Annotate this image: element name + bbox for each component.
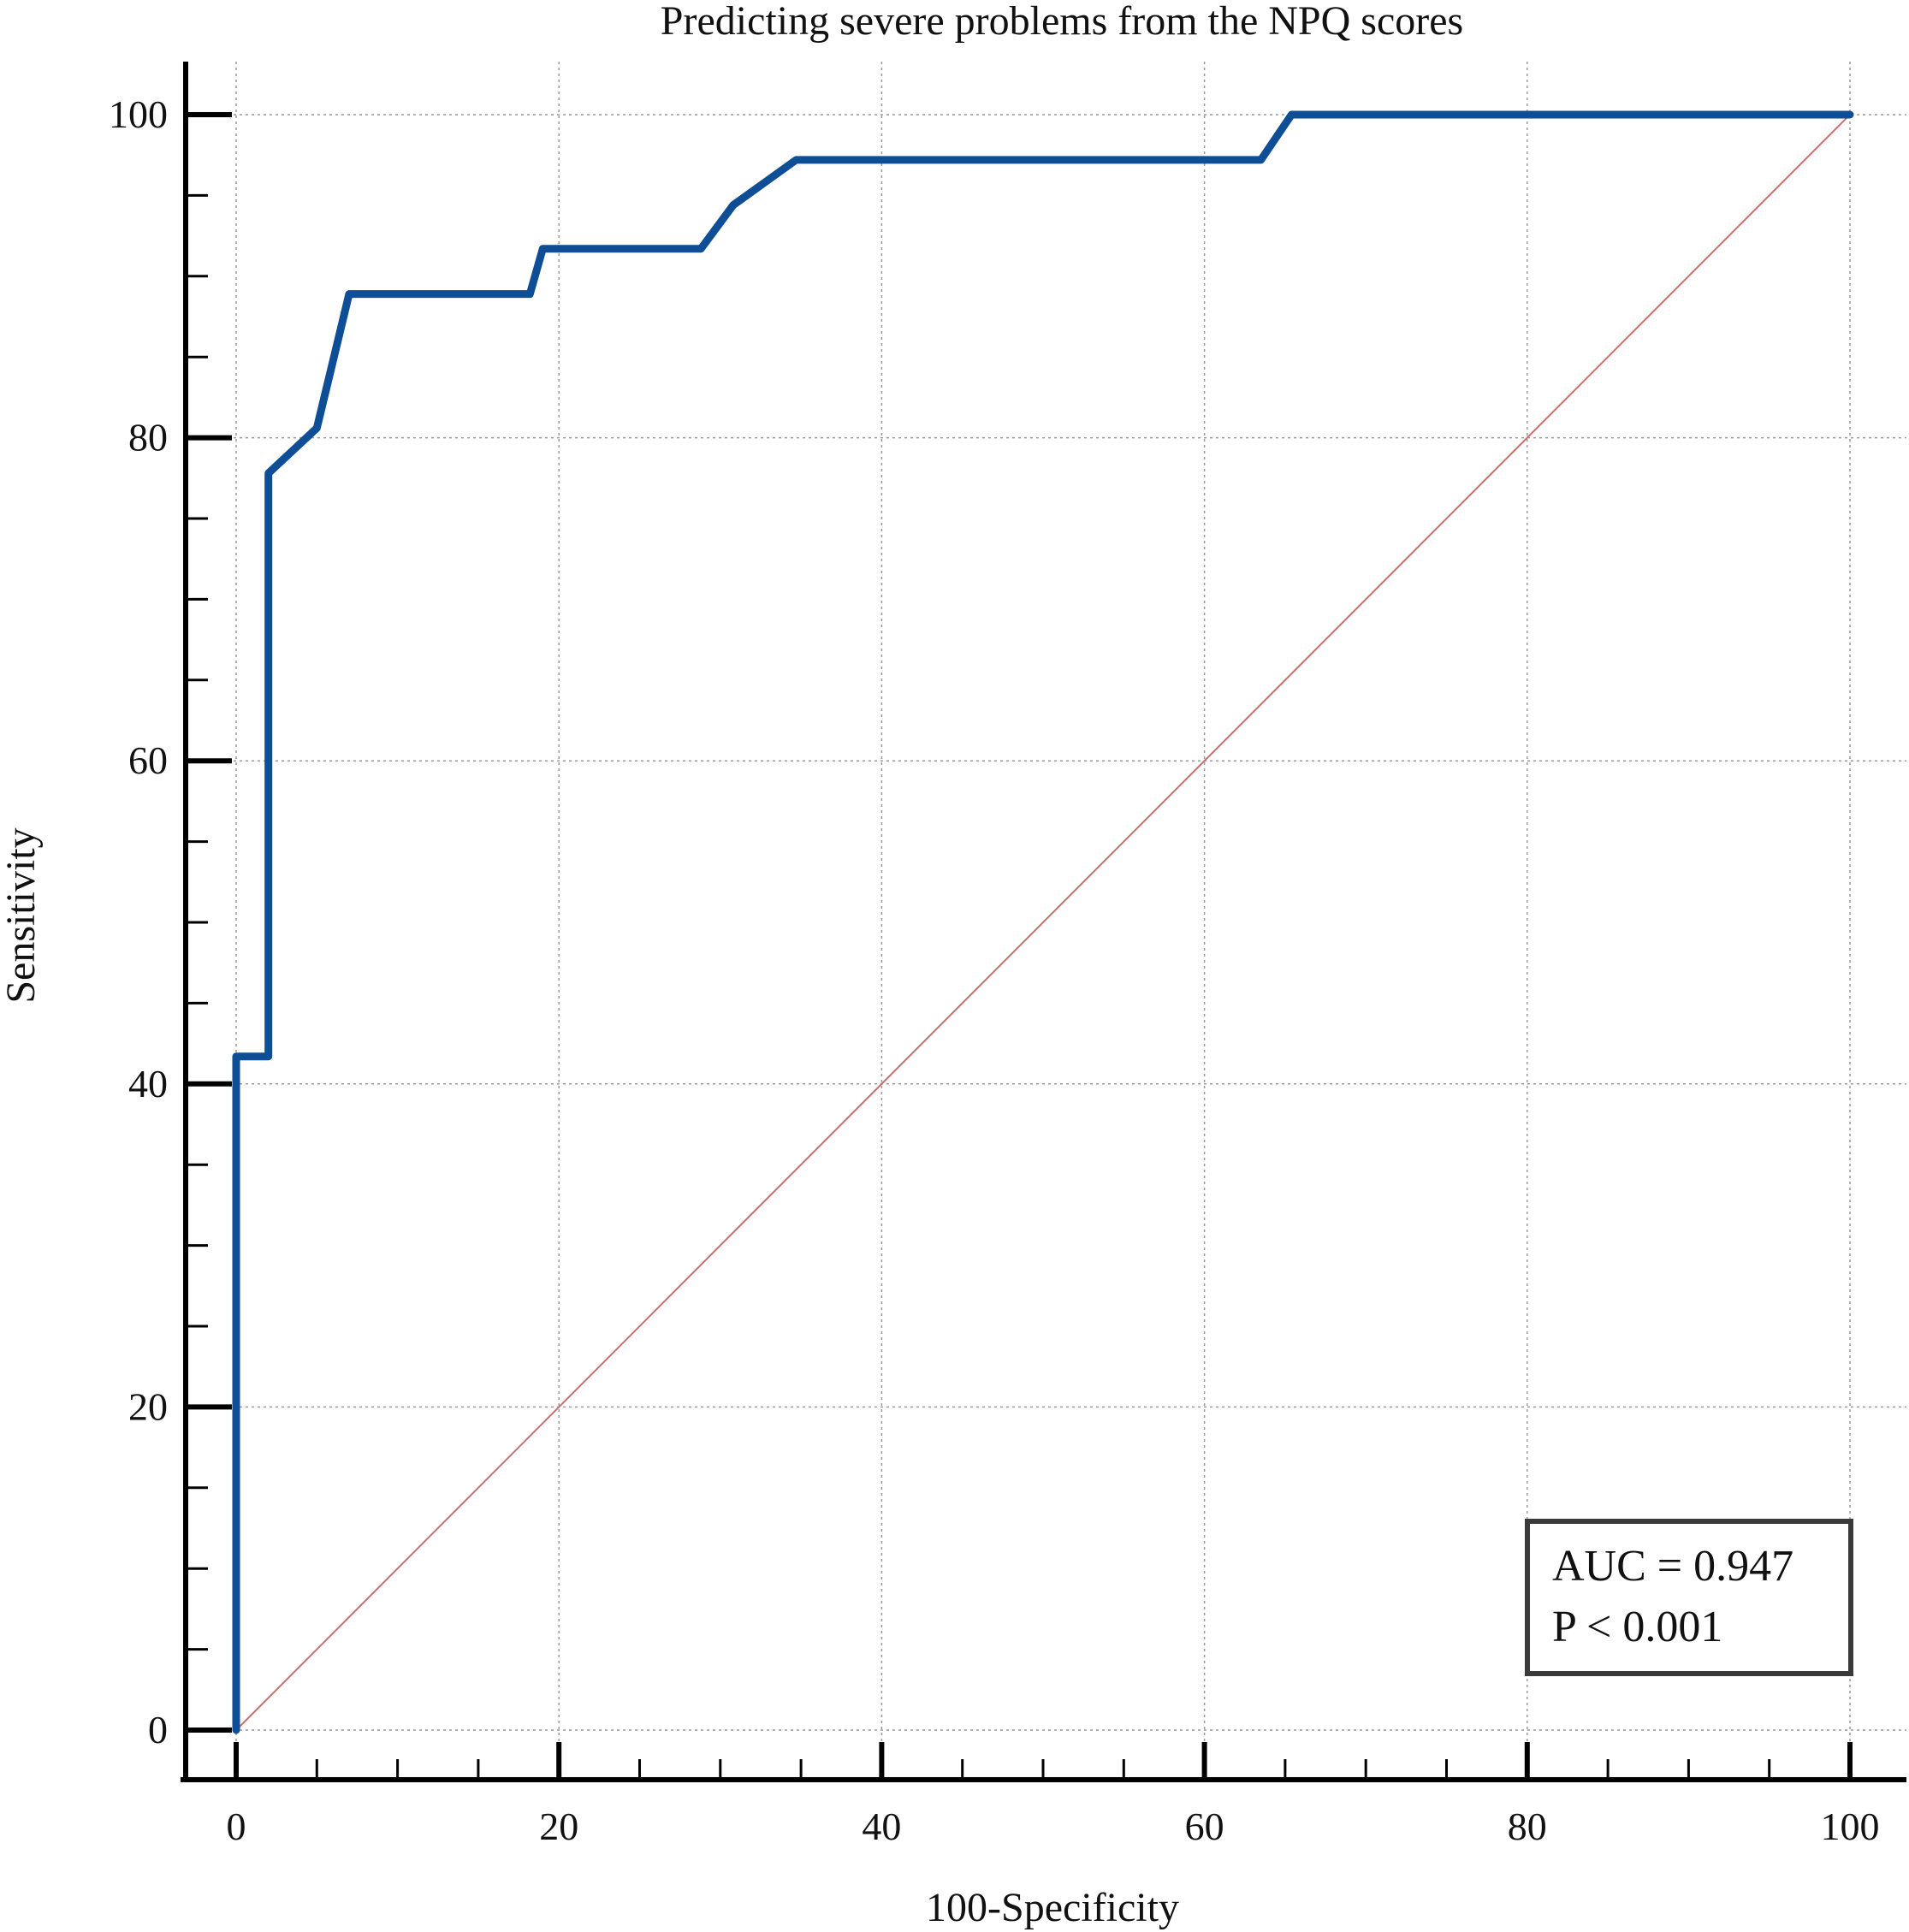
x-tick-label-20: 20 [539,1805,578,1848]
y-tick-label-20: 20 [128,1384,168,1428]
y-tick-label-0: 0 [148,1708,168,1751]
x-tick-label-40: 40 [862,1805,901,1848]
y-tick-label-40: 40 [128,1062,168,1105]
roc-curve [232,110,1854,1734]
x-tick-label-100: 100 [1821,1805,1880,1848]
y-axis-title: Sensitivity [0,827,44,1003]
auc-value-label: AUC = 0.947 [1552,1542,1793,1591]
chart-title: Predicting severe problems from the NPQ … [661,0,1463,44]
reference-diagonal [235,114,1851,1731]
y-tick-labels: 0 20 40 60 80 100 [109,92,168,1751]
y-tick-label-100: 100 [109,92,168,136]
x-tick-label-0: 0 [227,1805,246,1848]
auc-annotation: AUC = 0.947 P < 0.001 [1525,1519,1853,1676]
annotation-frame [1525,1519,1853,1676]
y-tick-label-60: 60 [128,738,168,782]
x-tick-labels: 0 20 40 60 80 100 [227,1805,1880,1848]
x-tick-label-60: 60 [1185,1805,1224,1848]
p-value-label: P < 0.001 [1552,1603,1722,1651]
x-axis-title: 100-Specificity [926,1885,1179,1930]
y-tick-label-80: 80 [128,416,168,459]
roc-curve-layer [232,110,1854,1734]
diagonal-reference-line [235,114,1851,1731]
ticks [186,112,1853,1780]
x-tick-label-80: 80 [1508,1805,1547,1848]
